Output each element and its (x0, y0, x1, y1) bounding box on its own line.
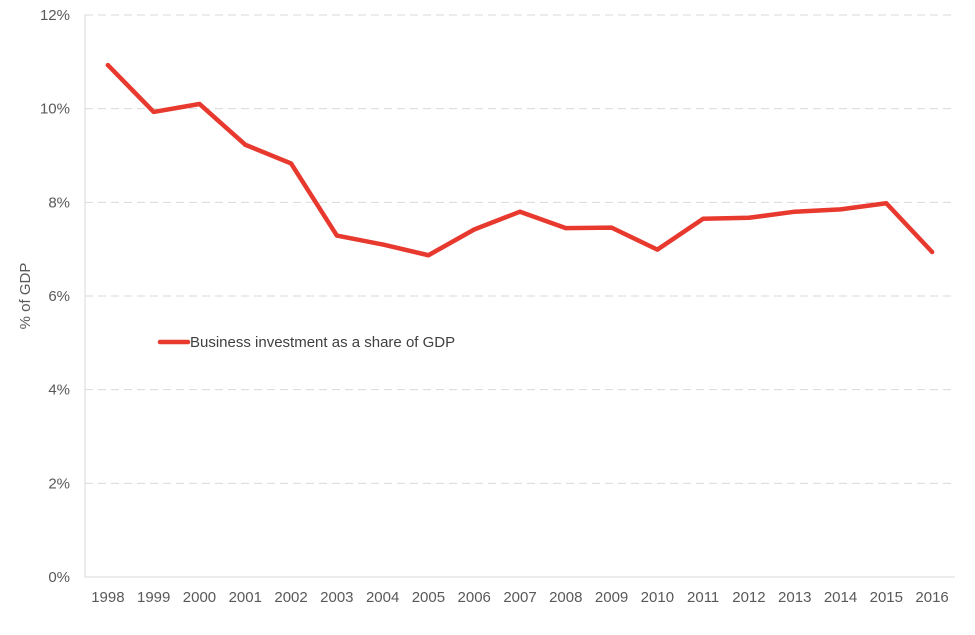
data-point (472, 227, 477, 232)
x-tick-label: 2011 (687, 589, 719, 606)
legend-label: Business investment as a share of GDP (190, 334, 455, 351)
data-point (105, 63, 110, 68)
data-point (197, 101, 202, 106)
y-tick-label: 0% (48, 569, 70, 586)
x-tick-label: 1999 (137, 589, 170, 606)
y-tick-label: 2% (48, 475, 70, 492)
data-point (838, 207, 843, 212)
data-point (930, 249, 935, 254)
x-tick-label: 2001 (229, 589, 262, 606)
x-axis-ticks: 1998 1999 2000 2001 2002 2003 2004 2005 2006 2007… (91, 589, 949, 606)
data-point (151, 109, 156, 114)
x-tick-label: 2008 (549, 589, 582, 606)
x-tick-label: 2010 (641, 589, 674, 606)
data-point (426, 253, 431, 258)
data-point (609, 225, 614, 230)
data-point (243, 142, 248, 147)
x-tick-label: 2016 (915, 589, 948, 606)
data-point (289, 161, 294, 166)
x-tick-label: 2005 (412, 589, 445, 606)
data-point (334, 233, 339, 238)
data-point (701, 216, 706, 221)
x-tick-label: 2015 (870, 589, 903, 606)
x-tick-label: 2007 (503, 589, 536, 606)
data-point (563, 226, 568, 231)
y-tick-label: 6% (48, 288, 70, 305)
data-point (380, 242, 385, 247)
x-tick-label: 2003 (320, 589, 353, 606)
x-tick-label: 2006 (458, 589, 491, 606)
y-tick-label: 4% (48, 382, 70, 399)
x-tick-label: 2004 (366, 589, 399, 606)
x-tick-label: 2014 (824, 589, 857, 606)
y-tick-label: 12% (40, 7, 70, 24)
series-layer (105, 62, 935, 258)
x-tick-label: 2012 (732, 589, 765, 606)
x-tick-label: 1998 (91, 589, 124, 606)
data-point (518, 209, 522, 214)
legend: Business investment as a share of GDP (157, 334, 455, 351)
series-line (105, 62, 935, 258)
y-tick-label: 8% (48, 194, 70, 211)
gridlines (85, 14, 955, 484)
data-point (792, 209, 797, 214)
y-axis-ticks: 0% 2% 4% 6% 8% 10% 12% (40, 7, 70, 586)
y-axis-title: % of GDP (17, 263, 34, 330)
data-point (746, 215, 751, 220)
x-tick-label: 2013 (778, 589, 811, 606)
data-point (884, 201, 889, 206)
x-tick-label: 2009 (595, 589, 628, 606)
data-point (655, 247, 660, 252)
y-tick-label: 10% (40, 101, 70, 118)
x-tick-label: 2002 (274, 589, 307, 606)
x-tick-label: 2000 (183, 589, 216, 606)
